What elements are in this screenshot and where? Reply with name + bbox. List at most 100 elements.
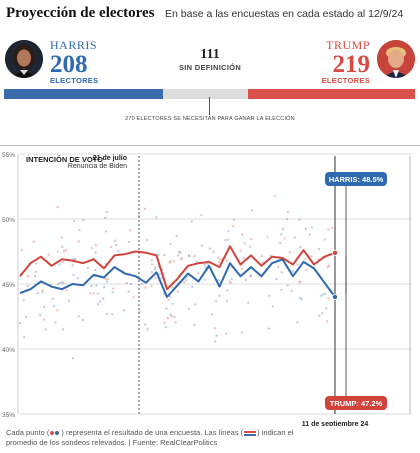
poll-dot	[168, 295, 172, 299]
poll-dot	[290, 289, 293, 293]
poll-dot	[61, 245, 64, 248]
poll-dot	[58, 263, 61, 266]
trump-callout-text: TRUMP: 47.2%	[330, 399, 383, 408]
poll-dot	[193, 254, 196, 258]
poll-dot	[279, 233, 283, 236]
poll-dot	[60, 236, 63, 239]
poll-dot	[293, 236, 297, 239]
trump-average-line	[19, 245, 336, 291]
poll-dot	[105, 210, 108, 214]
poll-dot	[327, 264, 331, 267]
poll-dot	[218, 261, 221, 264]
poll-dot	[106, 277, 110, 281]
harris-summary: HARRIS 208 ELECTORES	[50, 38, 98, 85]
poll-dot	[52, 305, 55, 308]
poll-dot	[96, 292, 99, 295]
poll-dot	[321, 312, 324, 315]
poll-dot	[271, 305, 275, 308]
poll-dot	[169, 242, 172, 246]
poll-dot	[215, 334, 218, 338]
footer-text-1c: ) indican el	[257, 428, 294, 437]
poll-dot	[34, 270, 38, 273]
poll-dot	[132, 296, 135, 299]
poll-dot	[232, 224, 235, 228]
poll-dot	[225, 299, 229, 303]
trump-votes: 219	[332, 51, 371, 78]
poll-dot	[260, 254, 264, 258]
poll-dot	[72, 273, 75, 277]
y-tick-label: 45%	[2, 282, 15, 289]
poll-dot	[292, 270, 295, 273]
threshold-note: 270 ELECTORES SE NECESITAN PARA GANAR LA…	[125, 116, 295, 122]
poll-dot	[194, 303, 197, 306]
poll-dot	[187, 254, 191, 257]
poll-dot	[283, 237, 286, 240]
poll-dot	[35, 262, 38, 265]
poll-dot	[230, 278, 233, 281]
poll-dot	[326, 266, 329, 269]
y-tick-label: 40%	[2, 347, 15, 354]
poll-dot	[279, 241, 282, 245]
harris-votes: 208	[50, 51, 88, 78]
poll-dot	[125, 281, 129, 285]
poll-dot	[240, 267, 244, 271]
poll-dot	[239, 249, 242, 252]
poll-dot	[299, 245, 302, 249]
poll-dot	[305, 268, 308, 272]
poll-dot	[331, 226, 334, 229]
poll-dot	[171, 285, 174, 289]
poll-dot	[286, 210, 290, 214]
poll-dot	[61, 328, 65, 331]
poll-dot	[318, 314, 321, 317]
poll-dot	[203, 278, 206, 281]
y-tick-label: 50%	[2, 217, 15, 224]
poll-dot	[89, 292, 92, 295]
poll-dot	[144, 286, 147, 289]
poll-dot	[168, 261, 172, 264]
poll-dot	[98, 300, 102, 303]
poll-dot	[41, 289, 44, 292]
poll-dot	[227, 230, 230, 233]
poll-dot	[247, 301, 250, 305]
poll-dot	[105, 280, 109, 283]
poll-dot	[36, 291, 40, 295]
poll-dot	[117, 249, 120, 253]
poll-dot	[94, 243, 98, 247]
poll-dot	[127, 290, 130, 293]
poll-dot	[273, 194, 277, 197]
poll-dot	[321, 293, 325, 296]
poll-dot	[71, 357, 75, 360]
poll-dot	[286, 284, 289, 287]
poll-dot	[115, 243, 118, 247]
poll-dot	[170, 314, 174, 318]
harris-label: ELECTORES	[50, 76, 99, 85]
poll-dot	[299, 280, 302, 284]
poll-dot	[249, 274, 252, 277]
poll-dot	[93, 268, 97, 272]
poll-dot	[224, 332, 228, 335]
poll-dot	[217, 256, 220, 259]
poll-dot	[163, 253, 166, 257]
harris-name: HARRIS	[50, 38, 98, 52]
poll-dot	[94, 251, 97, 254]
poll-dot	[179, 251, 182, 254]
poll-dot	[92, 292, 96, 295]
poll-dot	[249, 275, 253, 278]
poll-dot	[217, 278, 220, 282]
poll-dot	[41, 291, 44, 294]
poll-dot	[157, 253, 160, 256]
poll-dot	[90, 284, 93, 288]
poll-dot	[110, 245, 113, 249]
poll-dot	[165, 307, 168, 310]
poll-dot	[213, 340, 217, 343]
poll-dot	[81, 318, 85, 322]
poll-dot	[86, 266, 89, 270]
poll-dot	[177, 254, 180, 257]
poll-dot	[296, 263, 299, 266]
electoral-bar	[4, 89, 415, 99]
poll-dot	[325, 320, 329, 323]
poll-dot	[78, 228, 81, 232]
harris-end-marker	[331, 293, 338, 300]
poll-dot	[77, 315, 80, 318]
chart-title: INTENCIÓN DE VOTO	[26, 155, 103, 164]
